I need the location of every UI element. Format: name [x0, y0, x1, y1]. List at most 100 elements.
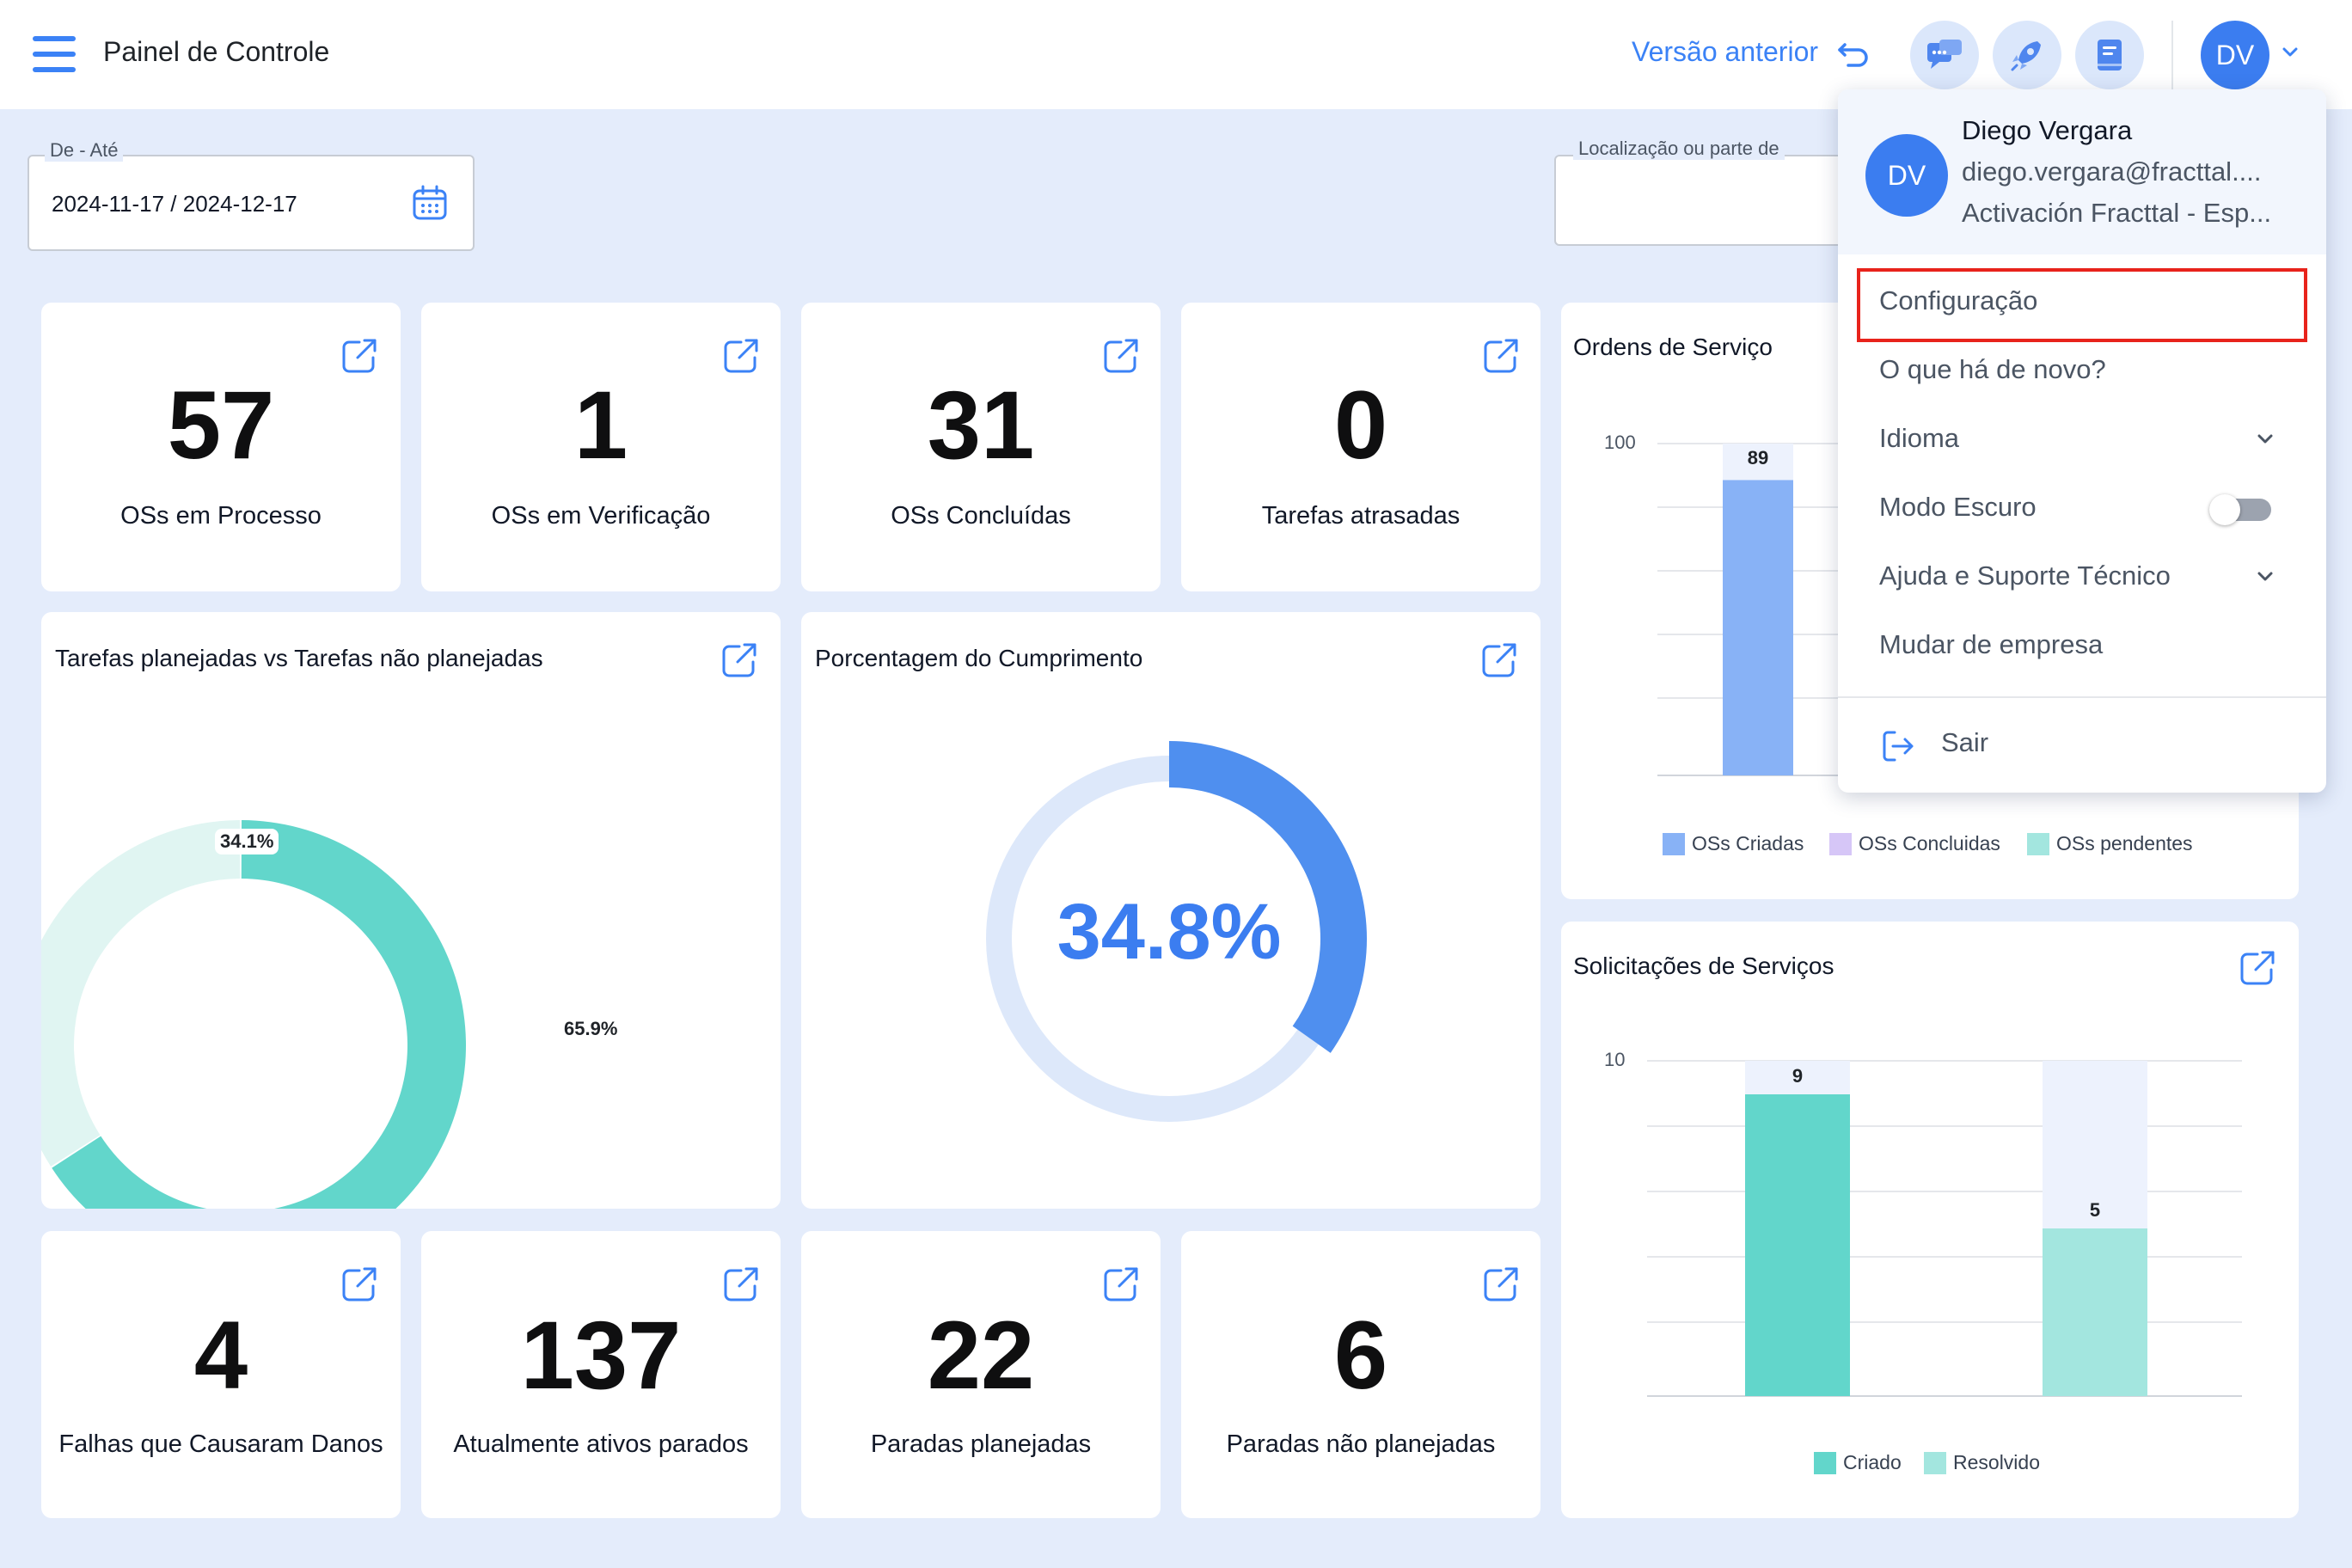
kpi-label: Atualmente ativos parados	[453, 1430, 749, 1458]
menu-item-whats-new[interactable]: O que há de novo?	[1879, 354, 2106, 384]
kpi-card[interactable]: 31 OSs Concluídas	[801, 303, 1161, 591]
menu-item-help[interactable]: Ajuda e Suporte Técnico	[1838, 543, 2326, 612]
undo-icon[interactable]	[1836, 38, 1871, 69]
bar-value-label: 9	[1792, 1065, 1804, 1087]
calendar-icon[interactable]	[411, 184, 449, 222]
gridlines	[1647, 1060, 2242, 1397]
gauge-value-arc	[1169, 741, 1367, 1053]
rocket-button[interactable]	[1993, 21, 2061, 89]
menu-item-change-company[interactable]: Mudar de empresa	[1879, 629, 2104, 659]
top-bar: Painel de Controle Versão anterior DV	[0, 0, 2352, 109]
external-link-icon[interactable]	[722, 1265, 760, 1303]
rocket-icon	[2011, 41, 2041, 71]
kpi-value: 31	[927, 371, 1035, 479]
card-title: Solicitações de Serviços	[1573, 952, 1834, 979]
service-requests-card: Solicitações de Serviços 10 9 5 Criado R…	[1561, 922, 2299, 1518]
y-tick: 10	[1604, 1049, 1626, 1070]
book-icon	[2098, 40, 2122, 70]
previous-version-link[interactable]: Versão anterior	[1632, 36, 1819, 67]
gauge-value: 34.8%	[1057, 888, 1282, 976]
location-field[interactable]	[1554, 155, 1881, 246]
y-tick: 100	[1604, 432, 1636, 453]
gauge-chart	[986, 741, 1367, 1122]
legend-swatch	[1829, 832, 1852, 855]
date-range-field[interactable]: 2024-11-17 / 2024-12-17	[28, 155, 475, 251]
user-menu: DV Diego Vergara diego.vergara@fracttal.…	[1838, 89, 2326, 793]
kpi-card[interactable]: 6 Paradas não planejadas	[1181, 1231, 1540, 1518]
user-name: Diego Vergara	[1962, 115, 2133, 145]
kpi-value: 1	[573, 371, 628, 479]
legend-swatch	[2027, 832, 2049, 855]
external-link-icon[interactable]	[340, 337, 378, 375]
planned-tasks-card: Tarefas planejadas vs Tarefas não planej…	[41, 612, 781, 1209]
toggle-knob	[2209, 494, 2240, 525]
bar-criado	[1745, 1094, 1850, 1396]
date-range-label: De - Até	[45, 139, 124, 162]
kpi-value: 4	[193, 1302, 248, 1409]
kpi-card[interactable]: 137 Atualmente ativos parados	[421, 1231, 781, 1518]
dark-mode-toggle[interactable]	[2209, 494, 2271, 525]
logout-icon	[1883, 731, 1914, 762]
user-avatar-button[interactable]: DV	[2201, 21, 2269, 89]
menu-item-configuracao[interactable]: Configuração	[1879, 285, 2038, 315]
service-requests-chart	[1647, 1060, 2242, 1397]
kpi-value: 6	[1333, 1302, 1388, 1409]
legend-item[interactable]: OSs Concluidas	[1829, 832, 2000, 855]
kpi-label: Tarefas atrasadas	[1261, 502, 1461, 530]
external-link-icon[interactable]	[1480, 641, 1518, 679]
kpi-card[interactable]: 4 Falhas que Causaram Danos	[41, 1231, 401, 1518]
external-link-icon[interactable]	[2239, 949, 2276, 987]
donut-chart	[41, 820, 466, 1209]
user-company: Activación Fracttal - Esp...	[1962, 198, 2272, 228]
external-link-icon[interactable]	[1482, 337, 1520, 375]
user-menu-avatar: DV	[1865, 134, 1948, 217]
bar-value-label: 89	[1747, 447, 1769, 469]
chevron-down-icon	[2257, 434, 2273, 444]
user-email: diego.vergara@fracttal....	[1962, 156, 2262, 187]
kpi-value: 137	[520, 1302, 682, 1409]
legend-item[interactable]: Criado	[1814, 1451, 1902, 1474]
external-link-icon[interactable]	[340, 1265, 378, 1303]
donut-slice-0	[41, 820, 241, 1167]
location-label: Localização ou parte de	[1573, 138, 1785, 160]
menu-item-dark-mode[interactable]: Modo Escuro	[1838, 475, 2326, 543]
kpi-value: 0	[1333, 371, 1388, 479]
external-link-icon[interactable]	[1482, 1265, 1520, 1303]
menu-item-idioma[interactable]: Idioma	[1838, 406, 2326, 475]
docs-button[interactable]	[2075, 21, 2144, 89]
kpi-label: Paradas planejadas	[870, 1430, 1092, 1458]
user-menu-header: DV Diego Vergara diego.vergara@fracttal.…	[1838, 89, 2326, 254]
kpi-label: Paradas não planejadas	[1226, 1430, 1496, 1458]
donut-slice-1	[52, 820, 466, 1209]
external-link-icon[interactable]	[1102, 337, 1140, 375]
legend-item[interactable]: OSs Criadas	[1663, 832, 1804, 855]
card-title: Tarefas planejadas vs Tarefas não planej…	[55, 645, 543, 671]
kpi-card[interactable]: 1 OSs em Verificação	[421, 303, 781, 591]
legend-swatch	[1663, 832, 1685, 855]
legend-item[interactable]: OSs pendentes	[2027, 832, 2193, 855]
kpi-card[interactable]: 0 Tarefas atrasadas	[1181, 303, 1540, 591]
card-title: Ordens de Serviço	[1573, 334, 1773, 360]
date-range-value: 2024-11-17 / 2024-12-17	[52, 191, 297, 217]
kpi-label: Falhas que Causaram Danos	[58, 1430, 383, 1458]
chevron-down-icon[interactable]	[2282, 46, 2299, 58]
external-link-icon[interactable]	[1102, 1265, 1140, 1303]
legend-swatch	[1814, 1451, 1836, 1474]
kpi-card[interactable]: 57 OSs em Processo	[41, 303, 401, 591]
kpi-label: OSs em Processo	[120, 502, 322, 530]
kpi-card[interactable]: 22 Paradas planejadas	[801, 1231, 1161, 1518]
legend-swatch	[1924, 1451, 1946, 1474]
compliance-card: Porcentagem do Cumprimento 34.8%	[801, 612, 1540, 1209]
menu-icon[interactable]	[33, 36, 76, 72]
bar-resolvido	[2043, 1228, 2147, 1396]
legend-item[interactable]: Resolvido	[1924, 1451, 2040, 1474]
kpi-value: 57	[167, 371, 275, 479]
external-link-icon[interactable]	[722, 337, 760, 375]
highlight-box	[1857, 268, 2307, 342]
logout-button[interactable]: Sair	[1838, 710, 2326, 779]
bar-value-label: 5	[2089, 1199, 2101, 1221]
chevron-down-icon	[2257, 572, 2273, 581]
external-link-icon[interactable]	[720, 641, 758, 679]
chat-button[interactable]	[1910, 21, 1979, 89]
bar-os-criadas	[1723, 480, 1793, 775]
